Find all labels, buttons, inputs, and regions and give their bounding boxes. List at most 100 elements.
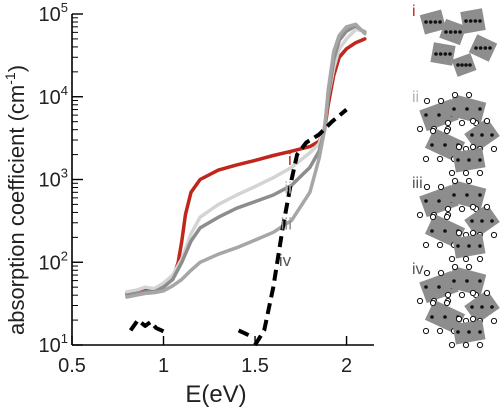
inset-iv-ligand (416, 297, 424, 305)
inset-iv-ligand (443, 299, 451, 307)
inset-iv-dot (430, 315, 434, 319)
inset-i-dot (478, 19, 482, 23)
inset-iii-ligand (429, 213, 437, 221)
inset-iv-ligand (476, 341, 484, 349)
inset-i-dot (474, 46, 478, 50)
series-label-iii: iii (281, 214, 292, 233)
inset-i-dot (444, 30, 448, 34)
inset-ii-dot (490, 133, 494, 137)
inset-iii-ligand (483, 203, 491, 211)
inset-label-iv: iv (412, 261, 424, 278)
inset-ii-dot (478, 107, 482, 111)
inset-ii-ligand (455, 143, 463, 151)
inset-iii-ligand (476, 255, 484, 263)
inset-ii-ligand (429, 127, 437, 135)
inset-i-dot (464, 19, 468, 23)
inset-iv-ligand (462, 341, 470, 349)
inset-ii-ligand (490, 145, 498, 153)
inset-ii-ligand (451, 91, 459, 99)
inset-ii-dot (452, 107, 456, 111)
inset-iii-dot (478, 244, 482, 248)
inset-iv-ligand (444, 291, 452, 299)
inset-iv-dot (480, 305, 484, 309)
inset-i-dot (478, 46, 483, 50)
inset-ii-dot (424, 113, 428, 117)
inset-i-dot (460, 63, 464, 67)
inset-iv-ligand (423, 269, 431, 277)
reference-dashed-line-5 (128, 318, 168, 335)
series-label-ii: ii (284, 178, 292, 197)
inset-iv-ligand (465, 263, 473, 271)
inset-ii-ligand (476, 169, 484, 177)
x-tick-label: 2 (341, 355, 352, 377)
inset-ii-ligand (422, 155, 430, 163)
inset-i-dot (464, 63, 468, 67)
inset-iv-dot (452, 279, 456, 283)
inset-iii-ligand (455, 229, 463, 237)
series-label-i: i (288, 150, 292, 169)
inset-ii-ligand (436, 155, 444, 163)
inset-ii-ligand (483, 117, 491, 125)
inset-iv-dot (456, 330, 460, 334)
inset-iv-dot (490, 305, 494, 309)
inset-ii-dot (465, 107, 469, 111)
inset-iv-dot (465, 279, 469, 283)
inset-iv-ligand (451, 263, 459, 271)
inset-iii-ligand (465, 177, 473, 185)
tick-group: 0.5 1 1.5 2 101 102 103 104 105 (39, 0, 353, 377)
inset-iv-dot (437, 285, 441, 289)
inset-iv-ligand (469, 289, 477, 297)
inset-iv-dot (470, 305, 474, 309)
inset-i-dot (473, 19, 478, 23)
inset-iv-ligand (437, 269, 445, 277)
inset-iv-ligand (422, 327, 430, 335)
inset-iii-dot (465, 193, 469, 197)
inset-iii-ligand (416, 211, 424, 219)
inset-panel-ii (416, 91, 500, 177)
y-axis-label-sup: -1 (2, 72, 18, 85)
inset-i-dot (448, 52, 452, 56)
inset-ii-dot (480, 133, 484, 137)
inset-ii-ligand (443, 127, 451, 135)
inset-i-dot (448, 30, 453, 34)
inset-i-block (419, 9, 447, 35)
series-iv-line (125, 22, 367, 299)
y-tick-label: 103 (39, 166, 68, 192)
y-tick-label: 105 (39, 0, 68, 26)
inset-i-block (439, 18, 467, 46)
inset-ii-dot (430, 143, 434, 147)
inset-iv-ligand (458, 291, 466, 299)
inset-ii-dot (443, 143, 447, 147)
series-ii-line (125, 27, 367, 294)
x-tick-label: 1.5 (241, 355, 269, 377)
inset-iii-ligand (458, 205, 466, 213)
y-axis-label-close: ) (4, 65, 29, 72)
inset-ii-dot (467, 158, 471, 162)
inset-iii-ligand (469, 229, 477, 237)
x-tick-label: 1 (158, 355, 169, 377)
inset-i-dot (438, 20, 442, 24)
inset-panel-iii (416, 177, 500, 263)
inset-iii-ligand (423, 183, 431, 191)
inset-iii-dot (467, 244, 471, 248)
series-group (125, 22, 367, 347)
inset-iv-dot (443, 315, 447, 319)
inset-iii-ligand (490, 231, 498, 239)
inset-iii-dot (452, 193, 456, 197)
inset-iv-dot (467, 330, 471, 334)
inset-ii-dot (456, 158, 460, 162)
inset-iv-ligand (448, 341, 456, 349)
inset-panel-iv (416, 263, 500, 349)
series-label-iv: iv (279, 251, 292, 270)
inset-i-dot (424, 20, 428, 24)
inset-ii-dot (470, 133, 474, 137)
inset-ii-ligand (416, 125, 424, 133)
inset-ii-ligand (448, 169, 456, 177)
inset-i-dot (468, 19, 473, 23)
inset-ii-ligand (423, 97, 431, 105)
inset-iv-ligand (469, 315, 477, 323)
inset-label-i: i (412, 3, 416, 20)
inset-i-dot (438, 52, 443, 56)
